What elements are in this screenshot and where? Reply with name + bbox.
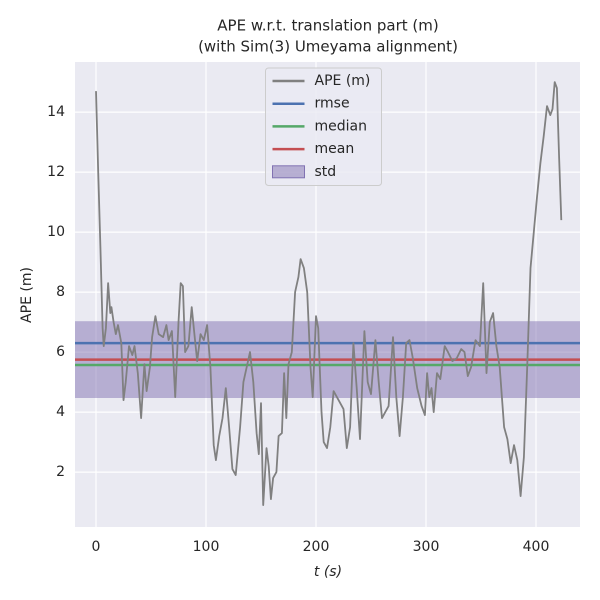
x-tick-label: 0 <box>92 539 101 555</box>
chart-title: APE w.r.t. translation part (m) <box>217 17 438 35</box>
y-tick-label: 14 <box>47 104 65 120</box>
x-tick-label: 300 <box>413 539 440 555</box>
x-tick-label: 200 <box>303 539 330 555</box>
y-tick-label: 6 <box>56 344 65 360</box>
x-axis-label: t (s) <box>314 564 342 580</box>
y-tick-label: 4 <box>56 404 65 420</box>
data-line <box>95 81 563 506</box>
y-tick-label: 10 <box>47 224 65 240</box>
y-tick-label: 8 <box>56 284 65 300</box>
y-tick-label: 12 <box>47 164 65 180</box>
legend: APE (m) rmse median mean std <box>265 67 382 186</box>
chart-subtitle: (with Sim(3) Umeyama alignment) <box>198 38 458 56</box>
legend-label: std <box>315 164 337 180</box>
legend-label: rmse <box>315 96 350 112</box>
x-tick-label: 100 <box>193 539 220 555</box>
y-axis-label: APE (m) <box>19 267 35 323</box>
x-tick-label: 400 <box>523 539 550 555</box>
legend-label: median <box>315 118 367 134</box>
y-tick-label: 2 <box>56 464 65 480</box>
legend-label: mean <box>315 141 355 157</box>
legend-label: APE (m) <box>315 73 371 89</box>
legend-swatch <box>272 165 305 179</box>
legend-box <box>265 67 382 186</box>
